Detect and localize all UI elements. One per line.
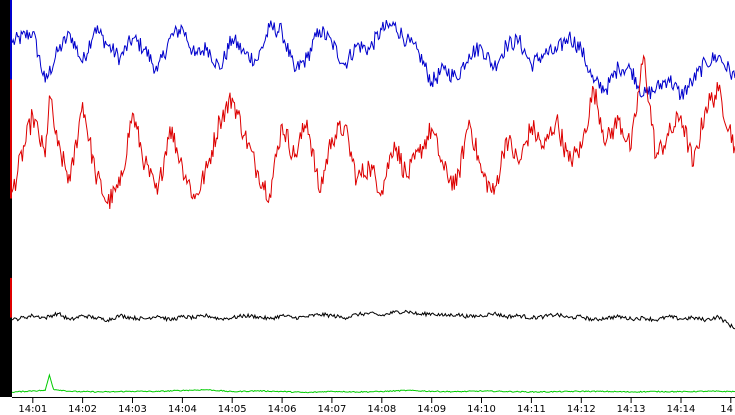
- y-tick-label: 10827: [2, 143, 13, 175]
- y-tick-label: 14436: [2, 64, 13, 96]
- x-tick-label: 14:11: [517, 404, 546, 415]
- x-tick-label: 14:04: [168, 404, 197, 415]
- y-tick-label: 9022: [2, 186, 13, 211]
- y-tick-label: 3609: [2, 305, 13, 330]
- x-tick-label: 14:06: [268, 404, 297, 415]
- y-axis-accent-red-lower: [10, 277, 12, 318]
- x-tick-label: 14:02: [68, 404, 97, 415]
- x-tick-label: 14:03: [118, 404, 147, 415]
- y-axis: 1804 3609 5413 7218 9022 10827 12631 14436 16240…: [0, 0, 13, 397]
- series-line-3: [11, 309, 735, 330]
- y-tick-label: 7218: [2, 226, 13, 251]
- x-tick-label: 14:05: [218, 404, 247, 415]
- y-tick-label: 16240: [2, 24, 13, 56]
- series-line-4: [11, 373, 735, 394]
- series-line-2: [11, 54, 735, 210]
- x-axis: 14:01 14:02 14:03 14:04 14:05 14:06 14:07 14:08…: [0, 397, 735, 415]
- x-tick-label: 14: [720, 404, 733, 415]
- x-tick-label: 14:14: [667, 404, 696, 415]
- x-tick-label: 14:09: [417, 404, 446, 415]
- x-tick-label: 14:01: [18, 404, 47, 415]
- x-tick-label: 14:12: [567, 404, 596, 415]
- series-line-1: [11, 19, 735, 101]
- series-layer: [11, 19, 735, 394]
- y-axis-accent-blue: [10, 0, 12, 80]
- y-axis-band: [0, 0, 12, 397]
- y-tick-label: 18045: [2, 0, 13, 29]
- x-tick-label: 14:10: [467, 404, 496, 415]
- x-tick-label: 14:13: [617, 404, 646, 415]
- x-tick-label: 14:07: [317, 404, 346, 415]
- x-tick-label: 14:08: [367, 404, 396, 415]
- y-tick-label: 5413: [2, 266, 13, 291]
- y-axis-accent-red: [10, 79, 12, 199]
- x-axis-band: [0, 397, 735, 415]
- y-tick-label: 1804: [2, 345, 13, 370]
- y-tick-label: 12631: [2, 103, 13, 135]
